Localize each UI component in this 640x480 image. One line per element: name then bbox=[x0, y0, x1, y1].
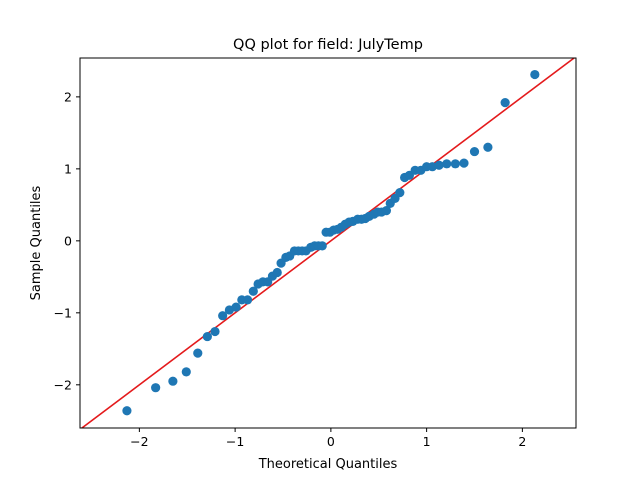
data-point bbox=[248, 286, 258, 296]
chart-title: QQ plot for field: JulyTemp bbox=[233, 37, 423, 53]
data-point bbox=[210, 326, 220, 337]
x-tick-label: −2 bbox=[130, 434, 148, 449]
x-tick-label: 1 bbox=[423, 434, 431, 449]
y-tick-label: 0 bbox=[64, 233, 72, 248]
data-point bbox=[483, 142, 493, 152]
data-point bbox=[500, 98, 510, 108]
data-point bbox=[202, 331, 212, 342]
data-point bbox=[395, 188, 405, 198]
data-point bbox=[434, 160, 444, 170]
data-point bbox=[272, 267, 282, 278]
data-point bbox=[168, 376, 178, 386]
y-axis-ticks: −2 −1 0 1 2 bbox=[54, 89, 80, 392]
data-point bbox=[530, 69, 540, 80]
x-tick-label: 2 bbox=[518, 434, 526, 449]
y-axis-label: Sample Quantiles bbox=[29, 185, 44, 300]
data-point bbox=[181, 367, 191, 377]
y-tick-label: −2 bbox=[54, 377, 72, 392]
data-point bbox=[231, 302, 241, 312]
data-point bbox=[317, 241, 327, 251]
data-point bbox=[218, 311, 228, 321]
y-tick-label: −1 bbox=[54, 305, 72, 320]
y-tick-label: 2 bbox=[64, 89, 72, 104]
data-point bbox=[242, 295, 253, 305]
data-point bbox=[442, 159, 452, 169]
x-axis-ticks: −2 −1 0 1 2 bbox=[130, 428, 526, 449]
data-point bbox=[450, 159, 460, 169]
x-axis-label: Theoretical Quantiles bbox=[258, 457, 398, 472]
data-point bbox=[381, 206, 392, 216]
data-point bbox=[193, 348, 203, 358]
data-point bbox=[122, 406, 132, 416]
x-tick-label: 0 bbox=[327, 434, 335, 449]
x-tick-label: −1 bbox=[226, 434, 244, 449]
axes-frame bbox=[79, 57, 577, 429]
y-tick-label: 1 bbox=[64, 161, 72, 176]
data-point bbox=[469, 146, 480, 157]
data-point bbox=[151, 383, 161, 393]
data-point bbox=[459, 158, 469, 168]
